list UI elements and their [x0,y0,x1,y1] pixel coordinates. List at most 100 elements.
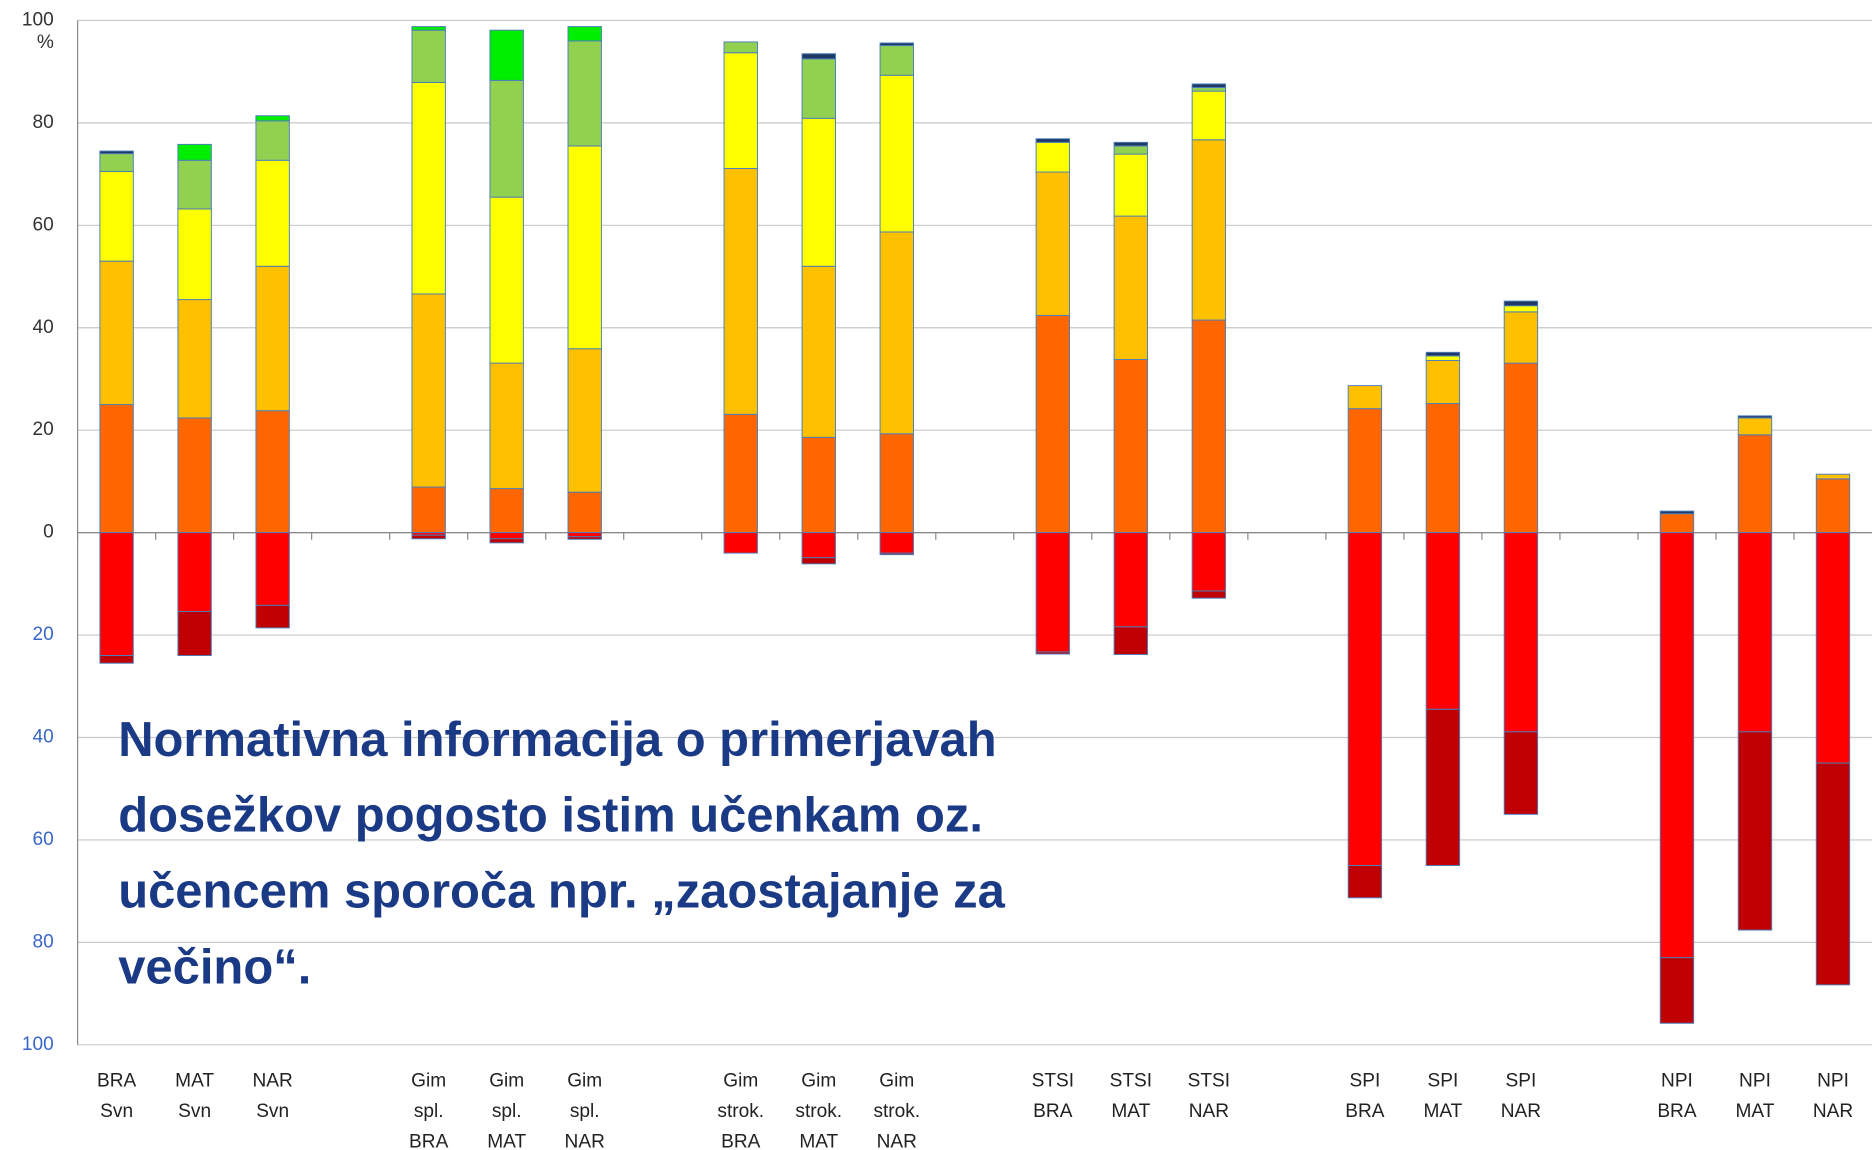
bar-segment [99,153,134,173]
bar-segment [255,265,290,412]
bar-segment [489,79,524,198]
bar-segment [177,532,212,612]
x-tick-label: STSI [1110,1071,1152,1092]
x-tick-label: SPI [1506,1071,1537,1092]
bar-segment [1659,532,1695,959]
bar-segment [1503,300,1539,307]
x-tick-label: BRA [97,1071,137,1092]
bar-segment [801,117,836,267]
bar-segment [879,552,914,556]
x-tick-label: strok. [717,1101,764,1122]
x-tick-label: Gim [723,1071,758,1092]
bar-segment [1035,651,1071,655]
x-tick-label: spl. [414,1101,444,1122]
bar-segment [801,265,836,438]
bar-segment [567,491,602,534]
x-tick-label: STSI [1032,1071,1074,1092]
y-tick-label: 40 [32,727,53,748]
x-tick-label: spl. [492,1101,522,1122]
x-tick-label: STSI [1188,1071,1230,1092]
bar-segment [1815,473,1851,480]
bar-segment [1191,90,1227,141]
bar-segment [99,260,134,406]
bar-segment [1035,141,1071,173]
x-tick-label: MAT [1111,1101,1150,1122]
x-tick-label: MAT [1736,1101,1775,1122]
x-tick-label: Gim [411,1071,446,1092]
bar-segment [1347,865,1383,899]
x-tick-label: SPI [1428,1071,1459,1092]
bar-segment [723,167,758,415]
x-tick-label: MAT [487,1131,526,1150]
bar-segment [489,29,524,81]
bar-segment [177,611,212,657]
x-tick-label: Svn [100,1101,133,1122]
x-tick-label: NPI [1739,1071,1771,1092]
y-unit: % [37,32,54,53]
y-tick-label: 60 [32,214,53,235]
bar-segment [1425,360,1461,405]
y-tick-label: 100 [22,1034,54,1055]
bar-segment [1113,359,1149,534]
bar-segment [879,74,914,233]
bar-segment [489,532,524,540]
bar-segment [411,486,446,534]
bar-segment [411,81,446,295]
x-tick-label: NAR [565,1131,605,1150]
annotation: učencem sporoča npr. „zaostajanje za [118,864,1005,918]
bar-segment [723,52,758,169]
bar-segment [567,532,602,538]
bar-segment [879,231,914,435]
x-tick-label: NAR [1501,1101,1541,1122]
bar-segment [879,433,914,534]
bar-segment [567,40,602,147]
x-tick-label: MAT [799,1131,838,1150]
bar-segment [1425,355,1461,362]
bar-segment [1347,385,1383,410]
bar-segment [255,115,290,122]
x-tick-label: Gim [489,1071,524,1092]
y-tick-label: 60 [32,829,53,850]
x-tick-label: strok. [795,1101,842,1122]
x-tick-label: BRA [1345,1101,1385,1122]
x-tick-label: Gim [567,1071,602,1092]
bar-segment [255,410,290,534]
x-tick-label: spl. [570,1101,600,1122]
annotation: Normativna informacija o primerjavah [118,713,996,767]
y-tick-label: 20 [32,624,53,645]
x-tick-label: NAR [877,1131,917,1150]
bar-segment [1425,351,1461,357]
y-tick-label: 20 [32,419,53,440]
bar-segment [1191,87,1227,92]
y-tick-label: 40 [32,317,53,338]
x-tick-label: BRA [409,1131,449,1150]
bar-segment [411,293,446,488]
bar-segment [411,534,446,540]
bar-segment [1659,957,1695,1024]
x-tick-label: strok. [873,1101,920,1122]
bar-segment [801,557,836,565]
x-tick-label: Svn [178,1101,211,1122]
bar-segment [1737,731,1773,931]
bar-segment [1503,532,1539,733]
bar-segment [1503,362,1539,534]
bar-segment [567,145,602,350]
bar-segment [177,417,212,534]
bar-segment [879,42,914,47]
x-tick-label: Gim [801,1071,836,1092]
bar-segment [1113,532,1149,628]
bar-segment [801,58,836,119]
x-tick-label: MAT [175,1071,214,1092]
bar-segment [489,488,524,534]
x-tick-label: BRA [721,1131,761,1150]
bar-segment [255,604,290,629]
bar-segment [1035,171,1071,316]
bar-segment [801,53,836,60]
bar-segment [1737,434,1773,534]
bar-segment [1425,708,1461,867]
bar-segment [723,413,758,534]
bar-segment [801,532,836,559]
bar-segment [567,348,602,493]
bar-segment [1815,478,1851,534]
